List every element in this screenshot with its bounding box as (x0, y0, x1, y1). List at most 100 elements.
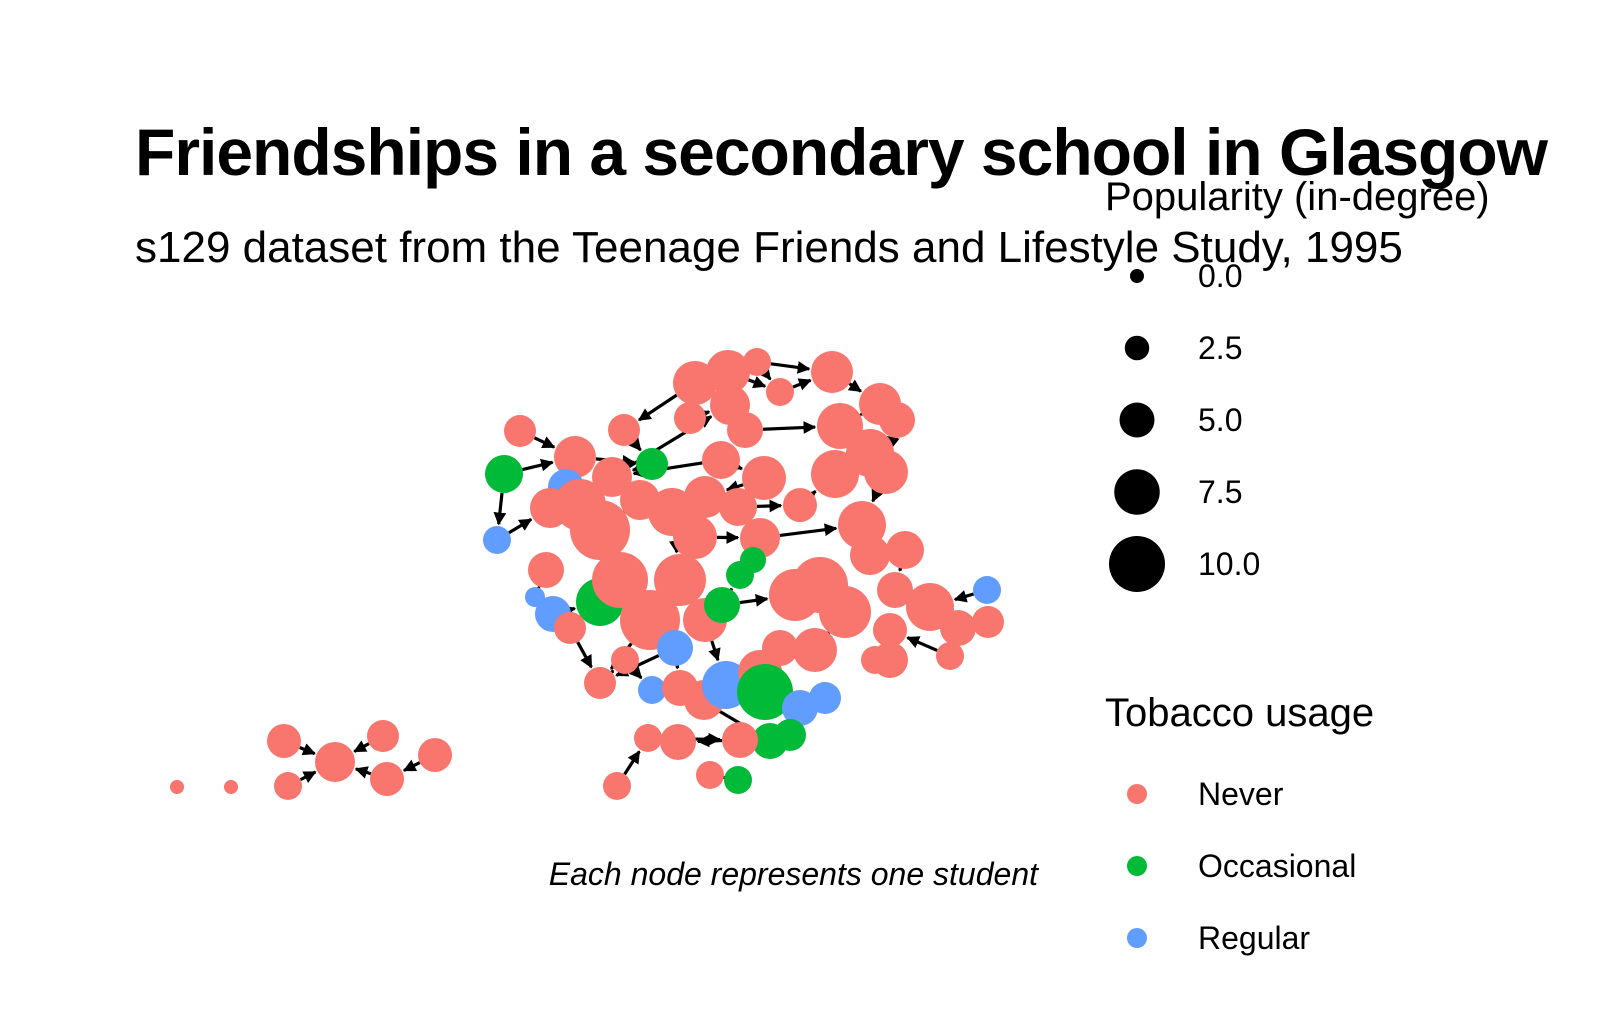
legend-color-label: Regular (1198, 920, 1310, 956)
student-node (554, 436, 596, 478)
friendship-edge (720, 587, 734, 602)
legend-color-swatch (1127, 784, 1147, 804)
student-node (719, 488, 757, 526)
friendship-edge (402, 759, 421, 772)
legend-color-swatch (1127, 928, 1147, 948)
student-node (170, 780, 184, 794)
student-node (737, 664, 793, 720)
student-node (972, 606, 1004, 638)
friendship-edge (522, 458, 554, 472)
chart-subtitle: s129 dataset from the Teenage Friends an… (135, 223, 1403, 272)
student-node (766, 378, 794, 406)
student-node (603, 772, 631, 800)
legend-size-swatch (1119, 402, 1155, 438)
friendship-edge (906, 636, 938, 652)
student-node (608, 414, 640, 446)
friendship-edge (631, 460, 646, 473)
student-node (861, 646, 889, 674)
student-node (696, 761, 724, 789)
friendship-edge (600, 669, 615, 684)
student-node (936, 642, 964, 670)
friendship-edge (770, 361, 811, 374)
student-node (811, 450, 859, 498)
student-node (817, 403, 863, 449)
student-node (774, 719, 806, 751)
legend-color-title: Tobacco usage (1105, 691, 1374, 735)
student-node (727, 412, 763, 448)
friendship-edge (708, 640, 721, 662)
legend-size-label: 0.0 (1198, 258, 1242, 294)
student-node (706, 350, 750, 394)
friendship-edge (762, 421, 817, 434)
student-node (483, 526, 511, 554)
student-node (886, 531, 924, 569)
friendship-edge (802, 490, 817, 504)
friendship-edge (533, 436, 556, 449)
friendship-edge (756, 499, 783, 513)
student-node (657, 630, 693, 666)
student-node (267, 724, 301, 758)
node-layer (170, 348, 1004, 800)
student-node (819, 586, 871, 638)
student-node (528, 552, 564, 588)
student-node (636, 448, 668, 480)
student-node (224, 780, 238, 794)
student-node (611, 646, 639, 674)
student-node (584, 667, 616, 699)
friendship-edge (353, 740, 370, 753)
student-node (743, 348, 771, 376)
student-node (660, 724, 696, 760)
legend-size-label: 7.5 (1198, 474, 1242, 510)
student-node (315, 742, 355, 782)
student-node (740, 547, 766, 573)
student-node (864, 450, 908, 494)
legend-size-swatch (1130, 269, 1144, 283)
friendship-edge (725, 480, 744, 493)
student-node (674, 402, 706, 434)
student-node (724, 766, 752, 794)
legend-size-label: 2.5 (1198, 330, 1242, 366)
legend-size-label: 10.0 (1198, 546, 1260, 582)
student-node (485, 455, 523, 493)
friendship-edge (847, 379, 862, 393)
legend-size-label: 5.0 (1198, 402, 1242, 438)
friendship-edge (628, 665, 643, 680)
friendship-edge (747, 376, 767, 389)
student-node (809, 682, 841, 714)
friendship-edge (354, 766, 372, 779)
friendship-edge (779, 523, 838, 538)
friendship-edge (637, 393, 678, 422)
student-node (722, 722, 758, 758)
student-node (782, 690, 818, 726)
student-node (940, 610, 976, 646)
legend-color-label: Never (1198, 776, 1284, 812)
student-node (850, 535, 890, 575)
student-node (673, 515, 717, 559)
student-node (811, 351, 853, 393)
friendship-edge (953, 590, 975, 603)
legend-color-swatch (1127, 856, 1147, 876)
chart-caption: Each node represents one student (549, 856, 1039, 892)
legend-size: Popularity (in-degree) 0.0 2.5 5.0 7.5 10.0 (1105, 175, 1490, 592)
student-node (370, 762, 404, 796)
friendship-edge (792, 378, 812, 391)
friendship-edge (739, 594, 769, 607)
student-node (906, 583, 954, 631)
friendship-edge (576, 641, 593, 669)
friendship-edge (623, 750, 641, 776)
legend-color: Tobacco usage Never Occasional Regular (1105, 691, 1374, 956)
student-node (418, 738, 452, 772)
student-node (638, 676, 666, 704)
student-node (877, 572, 913, 608)
friendship-edge (696, 409, 711, 422)
friendship-edge (508, 518, 533, 535)
friendship-edge (299, 770, 317, 783)
student-node (367, 720, 399, 752)
student-node (570, 500, 630, 560)
legend-size-title: Popularity (in-degree) (1105, 175, 1490, 219)
student-node (554, 612, 586, 644)
student-node (592, 457, 632, 497)
student-node (504, 415, 536, 447)
student-node (654, 554, 706, 606)
